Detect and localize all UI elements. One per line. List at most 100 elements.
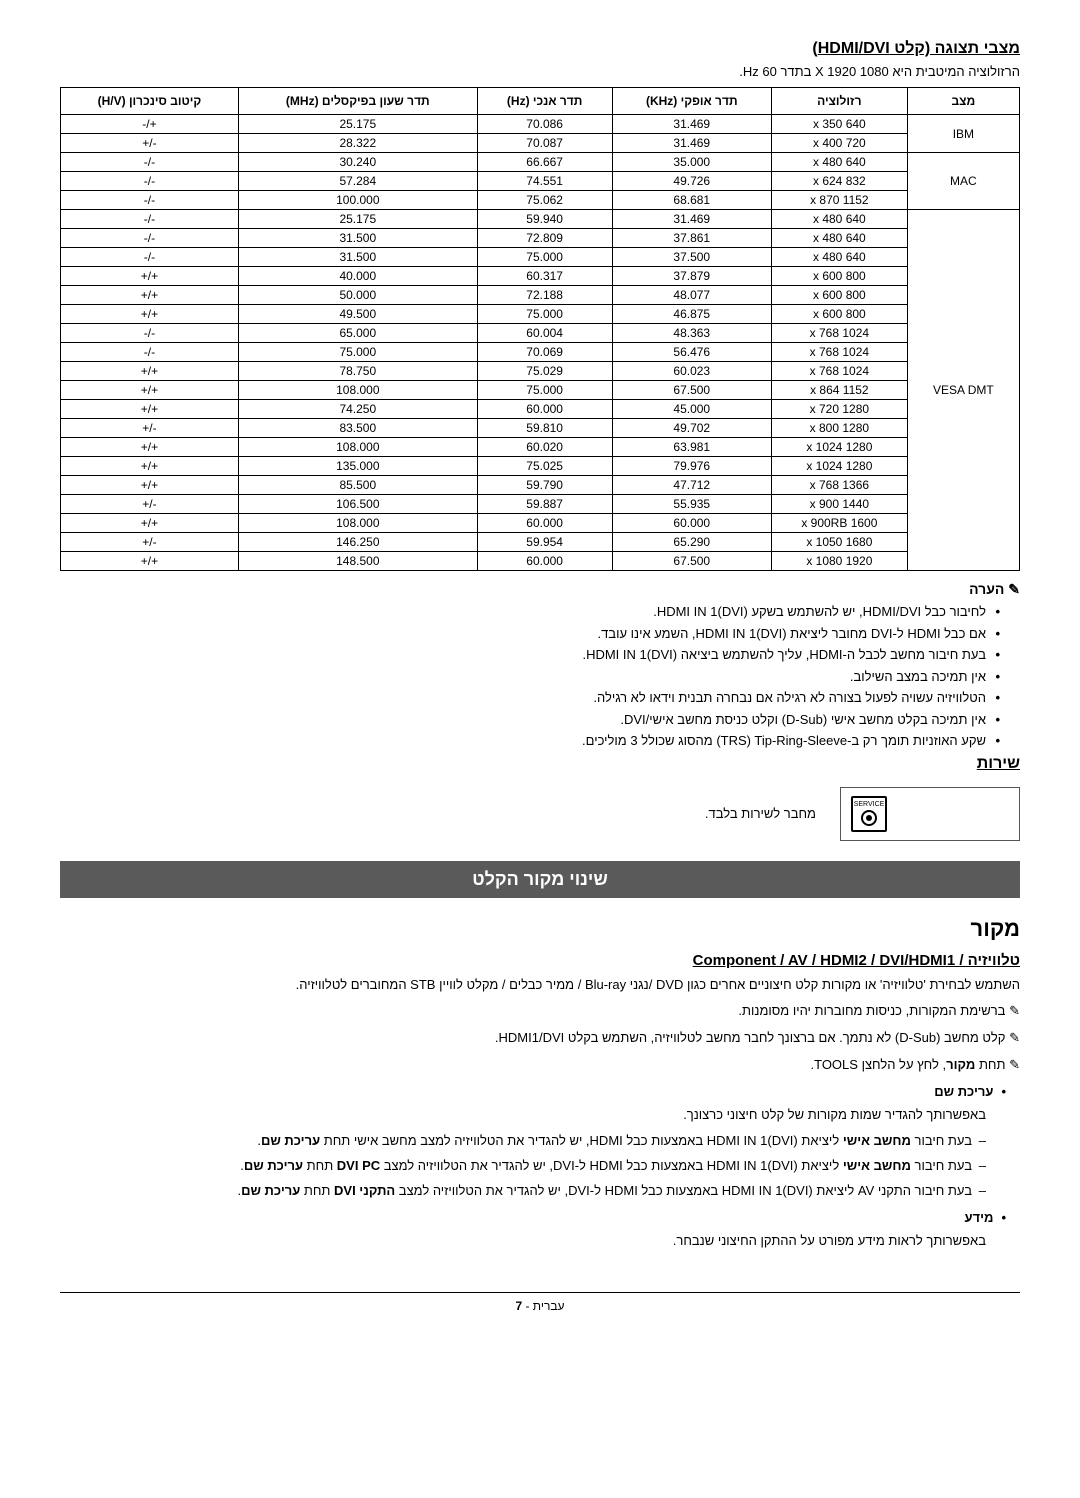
table-cell: 35.000 [612, 153, 771, 172]
table-cell: +/+ [61, 438, 239, 457]
info-head: מידע [60, 1210, 1006, 1225]
table-cell: 100.000 [238, 191, 477, 210]
table-cell: 60.000 [477, 400, 612, 419]
table-cell: 1024 x 768 [771, 343, 907, 362]
table-cell: 85.500 [238, 476, 477, 495]
table-cell: 1366 x 768 [771, 476, 907, 495]
table-cell: 1024 x 768 [771, 324, 907, 343]
table-cell: 640 x 350 [771, 115, 907, 134]
table-cell: 1024 x 768 [771, 362, 907, 381]
table-cell: 50.000 [238, 286, 477, 305]
pointer-icon [1009, 1057, 1020, 1072]
table-row: 1024 x 76860.02375.02978.750+/+ [61, 362, 1020, 381]
edit-name-head: עריכת שם [60, 1084, 1006, 1099]
mode-group-cell: VESA DMT [907, 210, 1019, 571]
service-port-icon: SERVICE [851, 796, 887, 832]
table-cell: 1680 x 1050 [771, 533, 907, 552]
table-cell: 37.861 [612, 229, 771, 248]
table-row: 720 x 40031.46970.08728.322-/+ [61, 134, 1020, 153]
table-cell: 108.000 [238, 438, 477, 457]
table-cell: +/+ [61, 457, 239, 476]
table-cell: -/- [61, 191, 239, 210]
table-cell: 30.240 [238, 153, 477, 172]
table-cell: 1280 x 1024 [771, 438, 907, 457]
table-row: 1152 x 87068.68175.062100.000-/- [61, 191, 1020, 210]
table-cell: +/+ [61, 476, 239, 495]
table-cell: 800 x 600 [771, 305, 907, 324]
table-cell: -/- [61, 210, 239, 229]
table-cell: 1152 x 864 [771, 381, 907, 400]
table-cell: 31.469 [612, 210, 771, 229]
port-circle-icon [861, 810, 877, 826]
table-cell: 79.976 [612, 457, 771, 476]
table-row: 1920 x 108067.50060.000148.500+/+ [61, 552, 1020, 571]
dash-item: בעת חיבור מחשב אישי ליציאת HDMI IN 1(DVI… [60, 1131, 986, 1152]
table-cell: 70.087 [477, 134, 612, 153]
table-cell: 78.750 [238, 362, 477, 381]
service-box: SERVICE [840, 787, 1020, 841]
table-cell: 60.317 [477, 267, 612, 286]
table-cell: 146.250 [238, 533, 477, 552]
table-cell: 45.000 [612, 400, 771, 419]
table-cell: -/- [61, 172, 239, 191]
edit-name-dash-list: בעת חיבור מחשב אישי ליציאת HDMI IN 1(DVI… [60, 1131, 1020, 1201]
mode-group-cell: IBM [907, 115, 1019, 153]
table-cell: 48.077 [612, 286, 771, 305]
note-item: שקע האוזניות תומך רק ב-TRS) Tip-Ring-Sle… [60, 731, 1000, 751]
table-cell: 59.810 [477, 419, 612, 438]
table-cell: 37.500 [612, 248, 771, 267]
table-cell: -/+ [61, 134, 239, 153]
table-cell: 106.500 [238, 495, 477, 514]
table-cell: 48.363 [612, 324, 771, 343]
table-cell: 108.000 [238, 514, 477, 533]
note-item: בעת חיבור מחשב לכבל ה-HDMI, עליך להשתמש … [60, 645, 1000, 665]
table-cell: 70.086 [477, 115, 612, 134]
table-cell: 65.290 [612, 533, 771, 552]
table-cell: +/- [61, 115, 239, 134]
table-cell: 75.029 [477, 362, 612, 381]
table-cell: 640 x 480 [771, 210, 907, 229]
table-row: 1680 x 105065.29059.954146.250-/+ [61, 533, 1020, 552]
path-line: טלוויזיה / Component / AV / HDMI2 / DVI/… [60, 952, 1020, 969]
table-cell: 72.809 [477, 229, 612, 248]
table-cell: 60.023 [612, 362, 771, 381]
table-cell: 31.469 [612, 134, 771, 153]
service-header: שירות [60, 755, 1020, 773]
table-cell: 75.000 [477, 381, 612, 400]
pointer-2-text: קלט מחשב (D-Sub) לא נתמך. אם ברצונך לחבר… [495, 1030, 1006, 1045]
dash-item: בעת חיבור התקני AV ליציאת HDMI IN 1(DVI)… [60, 1181, 986, 1202]
section-bar: שינוי מקור הקלט [60, 861, 1020, 898]
table-cell: 65.000 [238, 324, 477, 343]
table-cell: 59.954 [477, 533, 612, 552]
table-row: MAC640 x 48035.00066.66730.240-/- [61, 153, 1020, 172]
table-cell: 1152 x 870 [771, 191, 907, 210]
table-cell: 46.875 [612, 305, 771, 324]
table-cell: 1280 x 1024 [771, 457, 907, 476]
table-row: 800 x 60046.87575.00049.500+/+ [61, 305, 1020, 324]
table-cell: 67.500 [612, 381, 771, 400]
table-cell: -/- [61, 324, 239, 343]
table-cell: -/- [61, 248, 239, 267]
table-cell: 40.000 [238, 267, 477, 286]
table-cell: 31.500 [238, 248, 477, 267]
table-cell: 60.004 [477, 324, 612, 343]
usage-paragraph: השתמש לבחירת 'טלוויזיה' או מקורות קלט חי… [60, 975, 1020, 996]
note-item: אם כבל HDMI ל-DVI מחובר ליציאת HDMI IN 1… [60, 624, 1000, 644]
table-header-cell: מצב [907, 88, 1019, 115]
table-cell: 37.879 [612, 267, 771, 286]
pointer-icon [1009, 1003, 1020, 1018]
table-cell: -/- [61, 229, 239, 248]
table-cell: 67.500 [612, 552, 771, 571]
table-header-cell: תדר שעון בפיקסלים (MHz) [238, 88, 477, 115]
table-cell: +/+ [61, 362, 239, 381]
note-header: הערה [60, 581, 1020, 598]
table-cell: 60.020 [477, 438, 612, 457]
table-cell: 800 x 600 [771, 286, 907, 305]
table-cell: 63.981 [612, 438, 771, 457]
table-cell: 59.940 [477, 210, 612, 229]
table-cell: 720 x 400 [771, 134, 907, 153]
table-cell: 68.681 [612, 191, 771, 210]
resolution-note: הרזולוציה המיטבית היא 1080 X 1920 בתדר 6… [60, 64, 1020, 79]
footer-line [60, 1292, 1020, 1293]
table-cell: 800 x 600 [771, 267, 907, 286]
